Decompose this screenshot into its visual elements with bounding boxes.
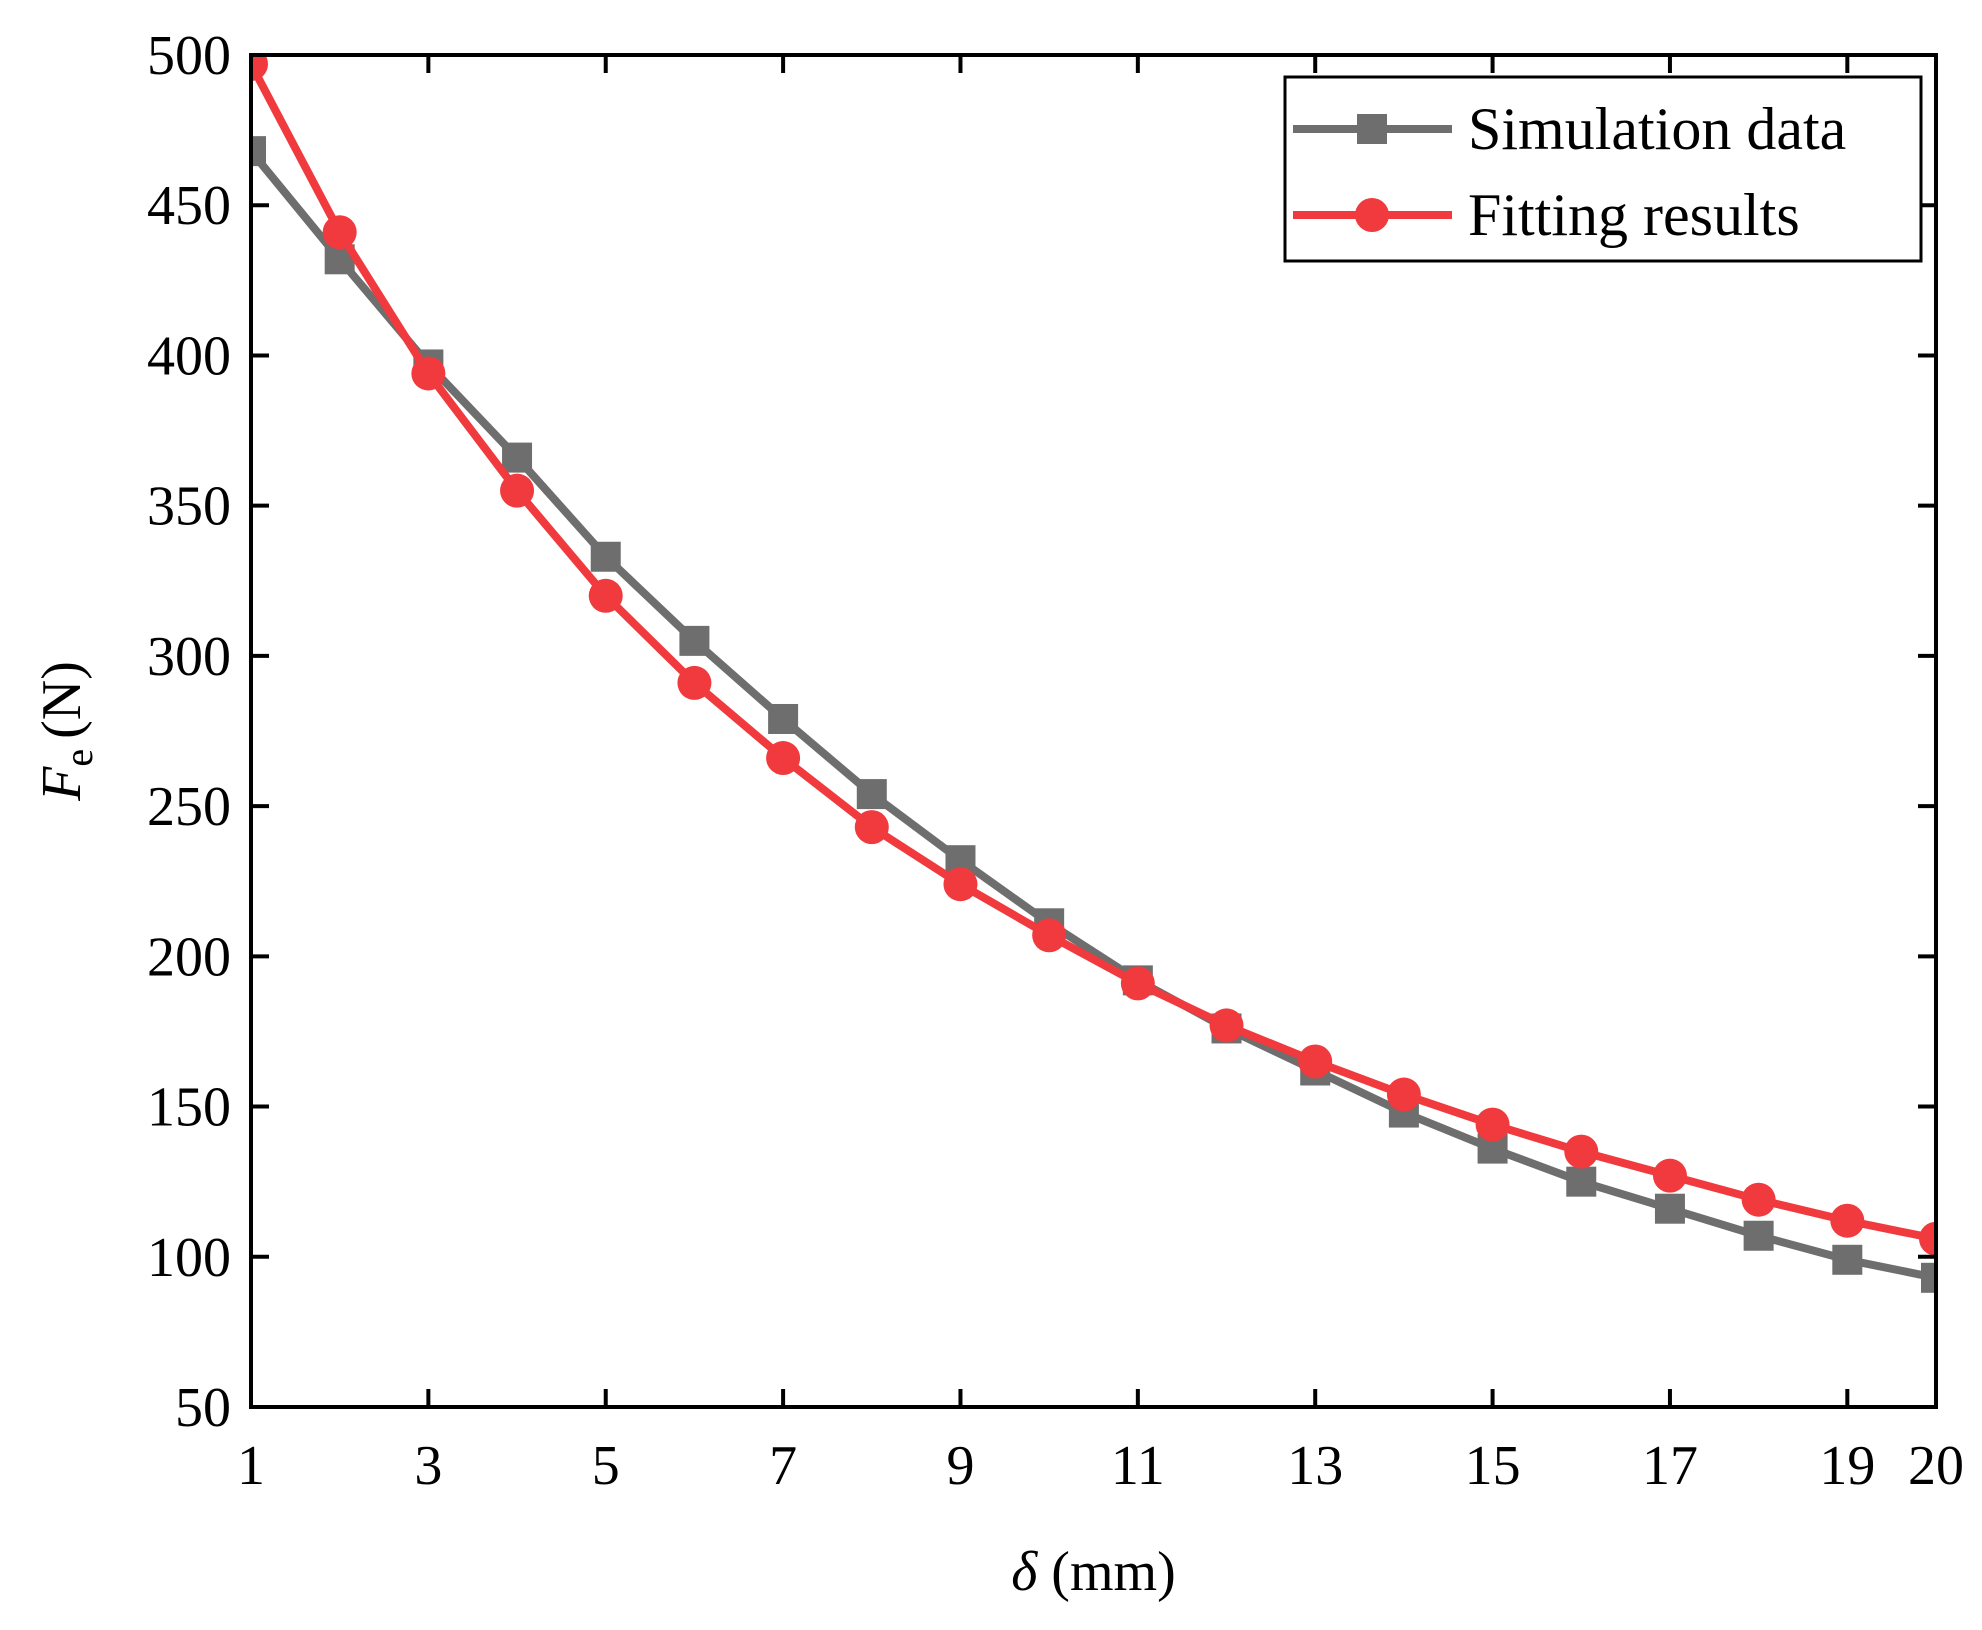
x-tick-label: 20	[1908, 1435, 1964, 1497]
fitting-results-point	[411, 356, 446, 391]
x-tick-label: 5	[592, 1435, 620, 1497]
legend-fitting-results-marker	[1355, 198, 1389, 232]
y-tick-label: 250	[147, 776, 231, 838]
x-axis-label: δ (mm)	[1011, 1541, 1175, 1603]
y-tick-label: 400	[147, 325, 231, 387]
fitting-results-point	[766, 741, 801, 776]
series-group	[251, 55, 1936, 1293]
fitting-results-point	[1209, 1008, 1244, 1043]
x-tick-label: 19	[1819, 1435, 1875, 1497]
simulation-data-point	[1743, 1220, 1774, 1251]
simulation-data-point	[1566, 1166, 1597, 1197]
fitting-results-point	[1741, 1182, 1776, 1217]
simulation-data-point	[1921, 1262, 1936, 1293]
fitting-results-point	[1919, 1221, 1936, 1256]
simulation-data-point	[679, 625, 710, 656]
y-axis-symbol: F	[31, 766, 93, 802]
x-axis-unit: (mm)	[1051, 1541, 1175, 1603]
fitting-results-point	[1032, 918, 1067, 953]
y-tick-label: 500	[147, 25, 231, 87]
y-axis-label: Fe (N)	[31, 661, 101, 802]
x-tick-label: 7	[769, 1435, 797, 1497]
x-tick-label: 1	[237, 1435, 265, 1497]
simulation-data-point	[768, 703, 799, 734]
y-tick-label: 100	[147, 1227, 231, 1289]
y-tick-label: 350	[147, 476, 231, 538]
y-axis-unit: (N)	[31, 661, 93, 739]
fitting-results-point	[1564, 1134, 1599, 1169]
x-tick-label: 9	[946, 1435, 974, 1497]
y-tick-label: 200	[147, 926, 231, 988]
simulation-data-point	[1832, 1244, 1863, 1275]
simulation-data-point	[856, 779, 887, 810]
fitting-results-point	[943, 867, 978, 902]
fitting-results-point	[677, 665, 712, 700]
y-tick-label: 450	[147, 175, 231, 237]
legend-simulation-data-label: Simulation data	[1468, 96, 1846, 162]
x-axis-symbol: δ	[1011, 1541, 1038, 1603]
x-tick-label: 15	[1465, 1435, 1521, 1497]
fitting-results-point	[322, 215, 357, 250]
simulation-data-point	[502, 442, 533, 473]
x-tick-label: 11	[1111, 1435, 1165, 1497]
simulation-data-point	[590, 541, 621, 572]
fitting-results-point	[1652, 1158, 1687, 1193]
fitting-results-point	[1830, 1203, 1865, 1238]
legend-fitting-results-label: Fitting results	[1468, 182, 1800, 248]
ticks-layer: 1 3 5 7 9 11 13 15 17 19 2050100150200250300350400…	[147, 25, 1964, 1497]
y-tick-label: 50	[175, 1377, 231, 1439]
fitting-results-point	[1386, 1077, 1421, 1112]
x-tick-label: 3	[414, 1435, 442, 1497]
fitting-results-point	[854, 810, 889, 845]
x-tick-label: 17	[1642, 1435, 1698, 1497]
fitting-results-point	[1120, 966, 1155, 1001]
simulation-data-point	[1654, 1193, 1685, 1224]
plot-area-frame	[249, 53, 1938, 1409]
simulation-data-line	[251, 148, 1936, 1282]
y-tick-label: 150	[147, 1077, 231, 1139]
series-layer	[251, 55, 1936, 1293]
y-tick-label: 300	[147, 626, 231, 688]
legend-box	[1283, 75, 1923, 263]
fitting-results-point	[1298, 1044, 1333, 1079]
legend-items: Simulation data Fitting results	[1293, 96, 1846, 248]
fitting-results-point	[500, 473, 535, 508]
simulation-data-point	[251, 136, 266, 167]
y-axis-subscript: e	[56, 749, 101, 767]
fitting-results-point	[1475, 1107, 1510, 1142]
legend: Simulation data Fitting results	[1283, 75, 1923, 263]
legend-simulation-data-marker	[1357, 114, 1387, 144]
fitting-results-point	[588, 578, 623, 613]
x-tick-label: 13	[1287, 1435, 1343, 1497]
fitting-results-point	[251, 55, 268, 82]
